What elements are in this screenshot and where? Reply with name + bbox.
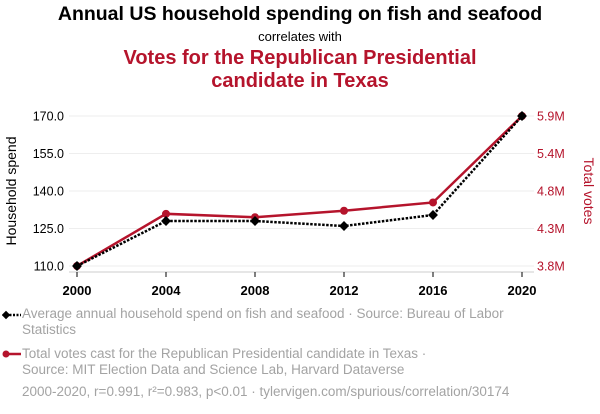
series-spend-point [517, 111, 527, 121]
subtitle-line-1: Votes for the Republican Presidential [123, 47, 477, 69]
y-left-tick-label: 170.0 [33, 110, 64, 124]
series-spend-point [339, 221, 349, 231]
series-spend-point [161, 216, 171, 226]
y-axis-left-label: Household spend [3, 137, 19, 246]
series-group [72, 111, 527, 271]
x-axis: 2000 2004 2008 2012 2016 2020 [63, 271, 537, 298]
stats-footer: 2000-2020, r=0.991, r²=0.983, p<0.01 · t… [22, 384, 510, 399]
y-axis-right: 3.8M 4.3M 4.8M 5.4M 5.9M [537, 110, 565, 274]
x-tick-label: 2004 [152, 283, 182, 298]
legend-line-circle-icon [2, 350, 21, 358]
series-votes-line [76, 115, 523, 268]
chart-title: Annual US household spending on fish and… [57, 3, 543, 25]
series-votes-point [340, 206, 348, 215]
x-tick-label: 2000 [63, 283, 92, 298]
legend-item-series1: Average annual household spend on fish a… [2, 306, 542, 338]
chart-svg: 110.0 125.0 140.0 155.0 170.0 3.8M 4.3M 4.8M 5.… [3, 110, 597, 299]
subtitle-line-2: candidate in Texas [211, 70, 389, 92]
y-left-tick-label: 140.0 [33, 185, 64, 199]
y-left-tick-label: 155.0 [33, 147, 64, 161]
x-tick-label: 2020 [508, 283, 537, 298]
connector-text: correlates with [258, 29, 342, 44]
chart-subtitle: Votes for the Republican Presidential ca… [0, 47, 600, 93]
series-votes-point [162, 209, 170, 218]
y-axis-right-label: Total votes [581, 158, 597, 225]
legend-label-series2-line1: Total votes cast for the Republican Pres… [22, 346, 427, 361]
series-spend-point [250, 216, 260, 226]
y-right-tick-label: 5.4M [537, 147, 565, 161]
y-right-tick-label: 5.9M [537, 110, 565, 124]
legend-label-series1: Average annual household spend on fish a… [22, 306, 504, 337]
legend-item-series2: Total votes cast for the Republican Pres… [2, 346, 542, 378]
grid-lines [69, 115, 534, 267]
x-tick-label: 2016 [419, 283, 448, 298]
legend-label-series2-line2: Source: MIT Election Data and Science La… [22, 362, 405, 377]
y-right-tick-label: 4.8M [537, 185, 565, 199]
series-spend-line [76, 115, 523, 268]
series-spend-point [428, 210, 438, 220]
series-votes-point [429, 198, 437, 207]
x-tick-label: 2008 [241, 283, 270, 298]
y-left-tick-label: 110.0 [34, 260, 64, 274]
y-right-tick-label: 4.3M [537, 222, 565, 236]
x-tick-label: 2012 [330, 283, 359, 298]
legend-dotted-diamond-icon [2, 310, 21, 320]
y-axis-left: 110.0 125.0 140.0 155.0 170.0 [33, 110, 64, 274]
y-right-tick-label: 3.8M [537, 260, 565, 274]
y-left-tick-label: 125.0 [33, 222, 64, 236]
